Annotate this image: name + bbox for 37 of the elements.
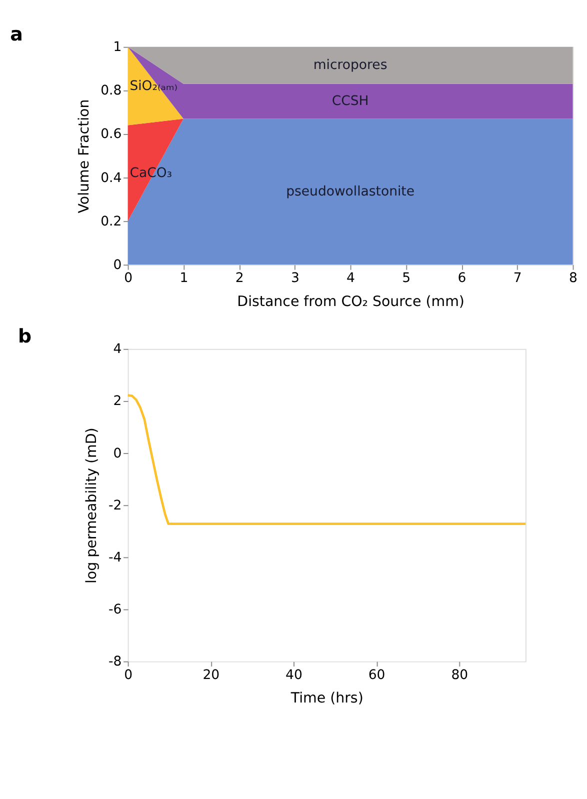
x-tick-label: 1 [180,271,188,286]
x-tick-label: 5 [402,271,411,286]
y-tick-label: 0 [113,446,122,462]
x-tick-label: 40 [286,668,302,683]
y-tick-label: -4 [108,550,122,566]
chart-title: a [10,23,23,46]
y-tick-label: 0.8 [100,84,122,99]
x-tick-label: 4 [346,271,355,286]
x-axis-title: Distance from CO₂ Source (mm) [237,294,464,310]
y-tick-label: 0.6 [100,127,122,142]
y-tick-label: -8 [108,654,122,670]
y-tick-label: 4 [113,342,122,358]
x-tick-label: 7 [513,271,522,286]
line-series [126,394,527,526]
series-label: pseudowollastonite [286,184,415,200]
x-tick-label: 0 [124,668,133,683]
x-axis-title: Time (hrs) [290,690,364,707]
x-tick-label: 2 [235,271,244,286]
y-axis-title: log permeability (mD) [84,428,100,584]
y-tick-label: -6 [108,602,122,618]
x-tick-label: 6 [458,271,466,286]
x-tick-label: 80 [451,668,468,683]
x-tick-label: 3 [290,271,300,286]
series-label: micropores [313,58,388,74]
y-tick-label: 2 [113,394,122,410]
series-label: CCSH [332,94,369,110]
y-axis-title: Volume Fraction [76,99,92,214]
y-tick-label: -2 [108,498,122,514]
y-tick-label: 1 [113,40,122,56]
x-tick-label: 20 [202,668,220,683]
y-tick-label: 0.4 [100,170,122,186]
y-tick-label: 0 [113,258,122,273]
x-tick-label: 60 [368,668,386,683]
chart-title: b [18,325,32,348]
x-tick-label: 0 [124,271,133,286]
y-tick-label: 0.2 [100,214,122,230]
x-tick-label: 8 [569,271,578,286]
